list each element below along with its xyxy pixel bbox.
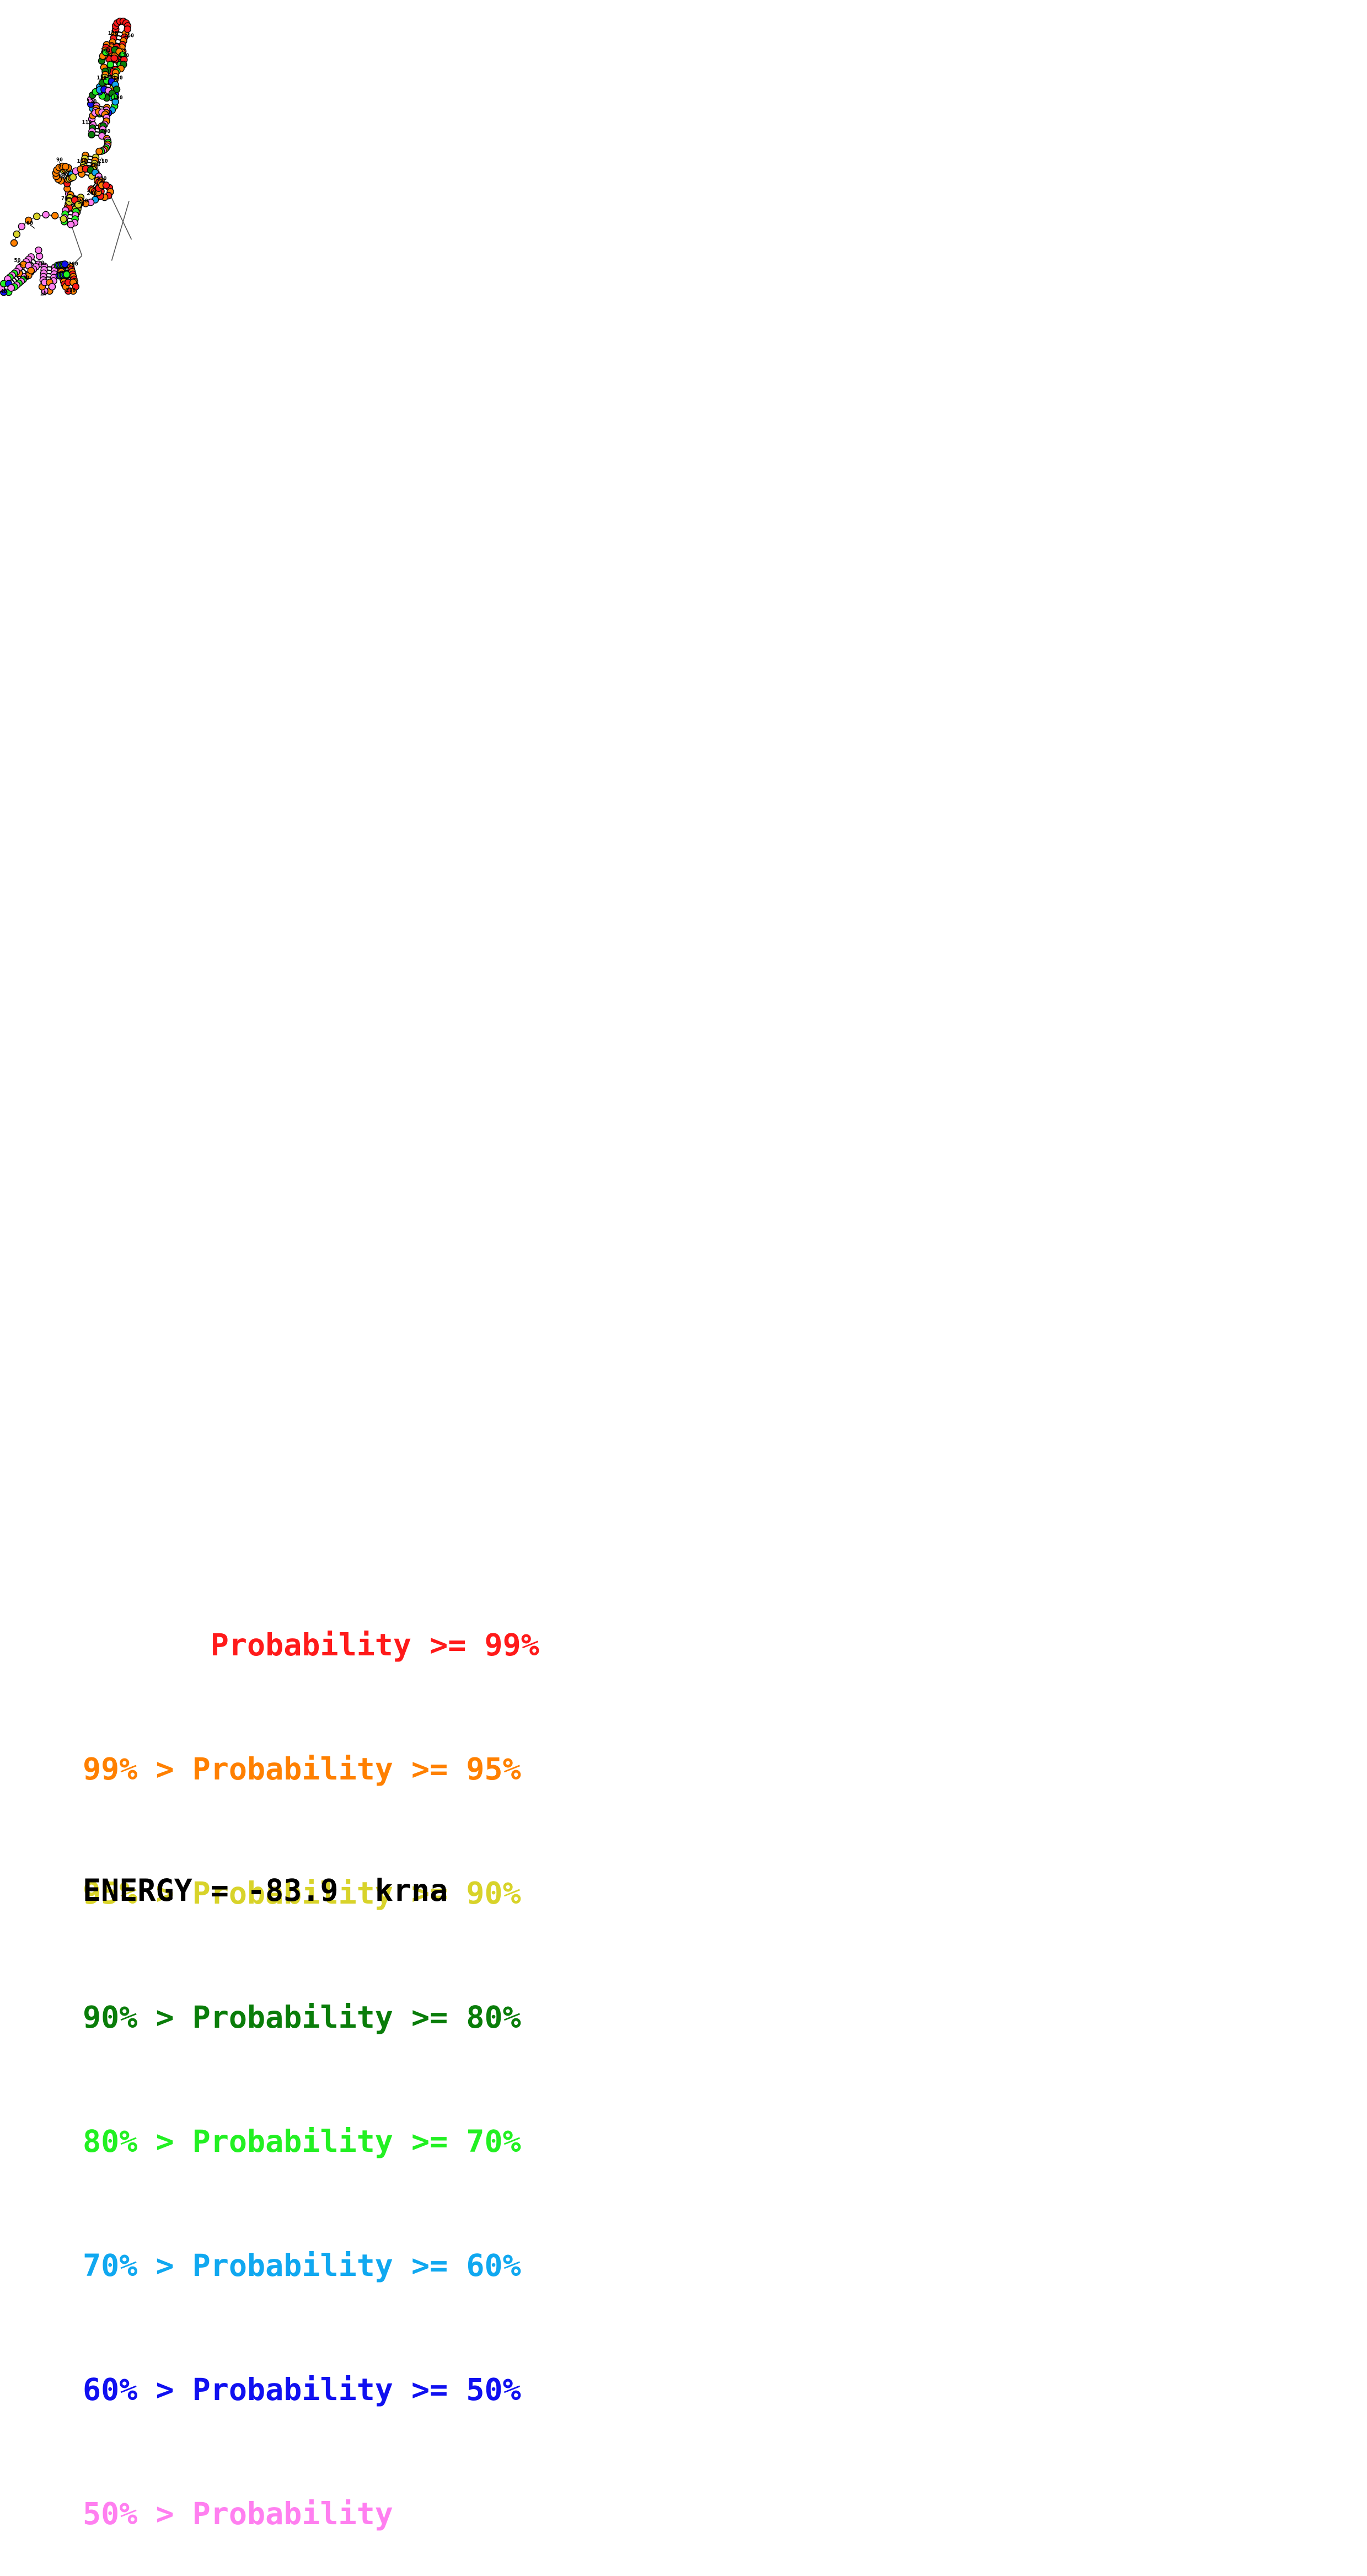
legend-entry: 80% > Probability >= 70%	[83, 2121, 539, 2162]
position-label: 60	[26, 220, 33, 226]
position-label: 80	[58, 173, 65, 179]
position-label: 170	[119, 53, 129, 59]
nucleotide	[13, 231, 20, 238]
position-label: 130	[97, 75, 106, 81]
position-label: 180	[113, 75, 123, 81]
position-label: 230	[97, 175, 106, 181]
position-label: 140	[100, 48, 110, 54]
legend-entry: 60% > Probability >= 50%	[83, 2369, 539, 2411]
nucleotide	[69, 174, 76, 180]
nucleotide	[103, 182, 109, 189]
backbone-segment	[71, 223, 82, 256]
backbone-segment	[112, 201, 130, 261]
nucleotide	[63, 271, 70, 278]
position-label: 40	[1, 288, 7, 295]
position-label: 200	[100, 129, 110, 135]
nucleotide	[35, 247, 42, 254]
position-label: 190	[113, 95, 123, 101]
nucleotide	[49, 284, 56, 290]
position-label: 240	[87, 190, 97, 196]
position-label: 50	[14, 258, 20, 264]
nucleotide	[96, 148, 103, 155]
position-label: 120	[87, 99, 97, 105]
legend-entry: 99% > Probability >= 95%	[83, 1749, 539, 1790]
legend-entry: 50% > Probability	[83, 2493, 539, 2535]
position-label: 30	[23, 275, 29, 281]
position-label: 260	[68, 261, 78, 268]
position-label: 10	[40, 291, 47, 297]
position-label: 110	[82, 120, 92, 126]
position-label: 100	[77, 158, 87, 164]
nucleotide	[42, 211, 49, 218]
nucleotide	[52, 212, 58, 219]
position-label: 220	[90, 162, 100, 168]
nucleotide	[111, 55, 117, 62]
position-label: 150	[108, 30, 118, 36]
probability-legend: Probability >= 99% 99% > Probability >= …	[83, 1542, 539, 2576]
position-label: 160	[124, 33, 134, 39]
nucleotide	[10, 239, 17, 246]
nucleotide	[88, 131, 95, 138]
legend-entry: 90% > Probability >= 80%	[83, 1997, 539, 2038]
nucleotide	[62, 261, 68, 268]
nucleotide	[107, 61, 114, 68]
nucleotide	[34, 213, 40, 220]
nucleotide	[8, 285, 14, 291]
nucleotide	[18, 223, 25, 230]
nucleotide	[67, 221, 74, 228]
nucleotide	[62, 163, 69, 170]
nucleotides	[0, 18, 131, 296]
legend-entry: Probability >= 99%	[83, 1624, 539, 1666]
nucleotide	[28, 268, 34, 274]
position-label: 250	[78, 198, 88, 204]
nucleotide	[36, 253, 43, 260]
nucleotide	[60, 216, 67, 222]
legend-entry: 70% > Probability >= 60%	[83, 2245, 539, 2286]
position-label: 90	[56, 157, 63, 163]
position-label: 70	[61, 195, 68, 201]
position-label: 20	[37, 260, 44, 266]
rna-secondary-structure: 10 20 30 40 50 60 70 80 90 100 110 120 130 140 150 160 1…	[0, 0, 1367, 1379]
energy-value: ENERGY = -83.9 krna	[83, 1873, 448, 1908]
nucleotide	[124, 26, 131, 33]
position-label: 270	[66, 287, 76, 293]
